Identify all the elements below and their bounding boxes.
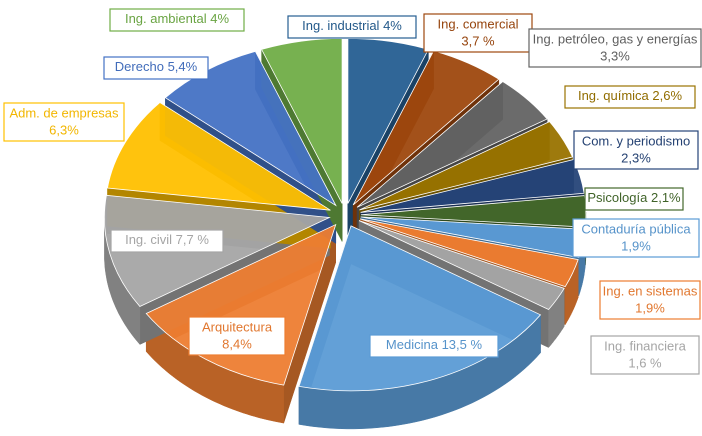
- data-label: Ing. química 2,6%: [564, 85, 696, 109]
- label-value: 5,4%: [168, 59, 198, 74]
- data-label: Ing. civil 7,7 %: [110, 229, 224, 253]
- label-value: 2,3%: [621, 150, 651, 165]
- label-value: 1,6 %: [628, 355, 662, 370]
- data-label: Ing. petróleo, gas y energías 3,3%: [528, 28, 702, 68]
- label-category: Ing. civil: [125, 232, 172, 247]
- label-value: 2,1%: [651, 190, 681, 205]
- slice: [358, 220, 565, 311]
- label-box: [528, 28, 702, 68]
- slice: [359, 218, 579, 288]
- label-category: Medicina: [386, 337, 439, 352]
- slice: [106, 101, 331, 211]
- slice: [356, 81, 548, 208]
- label-value: 4%: [383, 18, 402, 33]
- label: Derecho 5,4%: [115, 59, 198, 74]
- label-value: 1,9%: [635, 300, 665, 315]
- label-category: Com. y periodismo: [582, 133, 690, 148]
- data-label: Psicología 2,1%: [584, 187, 684, 211]
- data-label: Ing. comercial 3,7 %: [423, 13, 533, 53]
- label-category: Ing. comercial: [438, 16, 519, 31]
- label-box: [110, 229, 224, 253]
- label: Ing. civil 7,7 %: [125, 232, 209, 247]
- slice: [359, 121, 574, 211]
- label-box: [3, 102, 125, 142]
- label: Psicología 2,1%: [587, 190, 681, 205]
- data-label: Adm. de empresas 6,3%: [3, 102, 125, 142]
- label-box: [103, 56, 209, 80]
- data-label: Contaduría pública 1,9%: [572, 218, 700, 258]
- label: Ing. ambiental 4%: [125, 11, 230, 26]
- data-label: Medicina 13,5 %: [369, 334, 499, 358]
- label-category: Ing. petróleo, gas y energías: [533, 31, 698, 46]
- label-category: Ing. ambiental: [125, 11, 207, 26]
- label-box: [369, 334, 499, 358]
- label-category: Ing. en sistemas: [603, 283, 698, 298]
- data-label: Ing. financiera 1,6 %: [590, 335, 700, 375]
- label-value: 8,4%: [222, 336, 252, 351]
- data-label: Com. y periodismo 2,3%: [573, 130, 699, 170]
- label-category: Arquitectura: [202, 319, 273, 334]
- label-box: [590, 335, 700, 375]
- label-value: 7,7 %: [176, 232, 210, 247]
- label-category: Ing. financiera: [604, 338, 686, 353]
- label-value: 3,7 %: [461, 33, 495, 48]
- data-label: Derecho 5,4%: [103, 56, 209, 80]
- label-box: [287, 15, 417, 39]
- label-value: 6,3%: [49, 122, 79, 137]
- label-value: 4%: [210, 11, 229, 26]
- data-label: Ing. industrial 4%: [287, 15, 417, 39]
- label-box: [584, 187, 684, 211]
- label-box: [599, 280, 701, 320]
- label-value: 13,5 %: [442, 337, 483, 352]
- label-category: Adm. de empresas: [9, 105, 119, 120]
- label-category: Derecho: [115, 59, 164, 74]
- label-value: 2,6%: [652, 88, 682, 103]
- label: Ing. industrial 4%: [302, 18, 402, 33]
- label: Ing. química 2,6%: [578, 88, 683, 103]
- label-category: Ing. industrial: [302, 18, 379, 33]
- label-category: Psicología: [587, 190, 648, 205]
- label-box: [188, 316, 286, 356]
- label-box: [109, 8, 245, 32]
- label-box: [573, 130, 699, 170]
- label-category: Ing. química: [578, 88, 650, 103]
- label-value: 1,9%: [621, 238, 651, 253]
- data-label: Arquitectura 8,4%: [188, 316, 286, 356]
- data-label: Ing. ambiental 4%: [109, 8, 245, 32]
- label-box: [572, 218, 700, 258]
- label-value: 3,3%: [600, 48, 630, 63]
- label-category: Contaduría pública: [581, 221, 691, 236]
- label: Medicina 13,5 %: [386, 337, 483, 352]
- label-box: [564, 85, 696, 109]
- data-label: Ing. en sistemas 1,9%: [599, 280, 701, 320]
